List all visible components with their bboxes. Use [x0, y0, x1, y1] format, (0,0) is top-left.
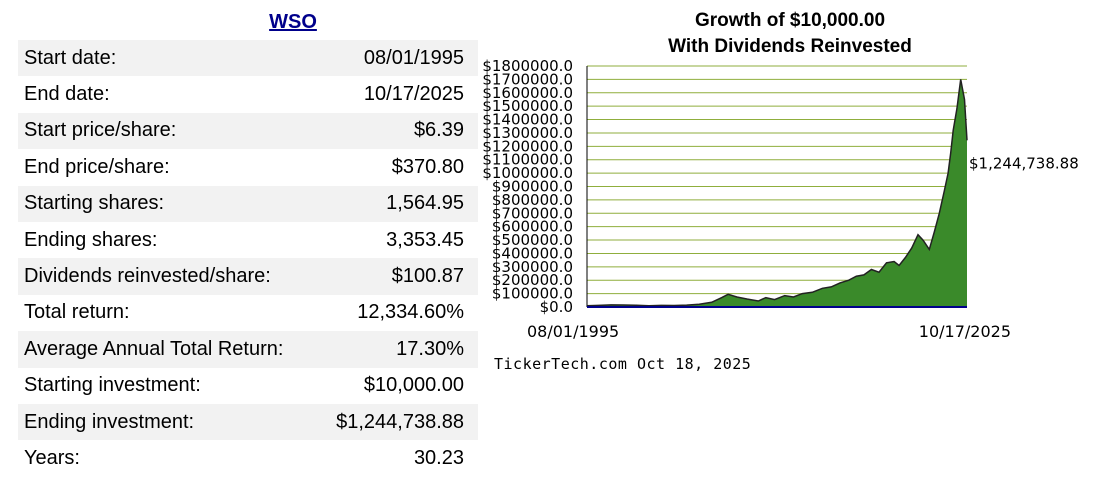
growth-chart: $0.0$100000.0$200000.0$300000.0$400000.0…	[482, 57, 1079, 341]
chart-title-line2: With Dividends Reinvested	[668, 36, 912, 57]
stat-value: 30.23	[413, 446, 464, 469]
y-tick-label: $1700000.0	[482, 70, 573, 88]
stats-row: End price/share: $370.80	[18, 149, 478, 185]
area-fill	[587, 79, 967, 308]
stat-label: End price/share:	[24, 155, 170, 178]
stat-label: Starting investment:	[24, 374, 201, 397]
y-tick-label: $300000.0	[492, 258, 573, 276]
stat-label: Starting shares:	[24, 192, 165, 215]
stat-value: $10,000.00	[363, 374, 464, 397]
stat-label: Years:	[24, 446, 80, 469]
stat-value: 1,564.95	[386, 192, 464, 215]
stats-row: Average Annual Total Return: 17.30%	[18, 331, 478, 368]
stats-row: Starting shares: 1,564.95	[18, 185, 478, 222]
y-tick-label: $0.0	[540, 298, 573, 316]
stat-value: $370.80	[391, 155, 464, 178]
stat-label: Total return:	[24, 301, 130, 324]
stat-label: Start date:	[24, 46, 117, 69]
y-tick-label: $500000.0	[492, 231, 573, 249]
y-tick-label: $600000.0	[492, 218, 573, 236]
stats-row: Start date: 08/01/1995	[18, 40, 478, 77]
stat-value: 17.30%	[396, 337, 464, 360]
stat-value: 10/17/2025	[363, 83, 464, 106]
y-tick-label: $800000.0	[492, 191, 573, 209]
y-tick-label: $1100000.0	[482, 151, 573, 169]
series-line	[586, 79, 968, 307]
y-tick-label: $400000.0	[492, 244, 573, 262]
x-start-label: 08/01/1995	[527, 322, 619, 341]
stats-row: Ending investment: $1,244,738.88	[18, 403, 478, 441]
stats-panel: WSO Start date: 08/01/1995 End date: 10/17/…	[18, 6, 478, 477]
chart-title-line1: Growth of $10,000.00	[694, 10, 886, 31]
stat-label: Start price/share:	[24, 119, 177, 142]
stat-label: Ending investment:	[24, 410, 195, 433]
y-tick-label: $700000.0	[492, 204, 573, 222]
stats-table: Start date: 08/01/1995 End date: 10/17/2025…	[18, 40, 478, 477]
stat-value: $6.39	[413, 119, 464, 142]
stat-value: 3,353.45	[386, 228, 464, 251]
stats-row: Dividends reinvested/share: $100.87	[18, 258, 478, 295]
stats-row: Years: 30.23	[18, 440, 478, 476]
credit-text: TickerTech.com Oct 18, 2025	[494, 355, 752, 373]
stat-label: Ending shares:	[24, 228, 158, 251]
y-tick-label: $200000.0	[492, 271, 573, 289]
stats-row: Start price/share: $6.39	[18, 112, 478, 150]
stat-label: Dividends reinvested/share:	[24, 265, 271, 288]
chart-title: Growth of $10,000.00 With Dividends Rein…	[600, 8, 980, 60]
stat-value: 08/01/1995	[363, 46, 464, 69]
stats-row: Ending shares: 3,353.45	[18, 222, 478, 258]
ticker-link[interactable]: WSO	[269, 11, 317, 33]
y-tick-label: $1500000.0	[482, 97, 573, 115]
y-tick-label: $1300000.0	[482, 124, 573, 142]
y-tick-label: $1400000.0	[482, 111, 573, 129]
stat-value: $100.87	[391, 265, 464, 288]
stats-row: Total return: 12,334.60%	[18, 295, 478, 331]
end-value-label: $1,244,738.88	[969, 154, 1079, 172]
stats-row: End date: 10/17/2025	[18, 76, 478, 112]
stat-value: 12,334.60%	[357, 301, 464, 324]
y-tick-label: $1200000.0	[482, 137, 573, 155]
stat-value: $1,244,738.88	[336, 410, 464, 433]
y-tick-label: $900000.0	[492, 178, 573, 196]
x-end-label: 10/17/2025	[919, 322, 1011, 341]
stat-label: Average Annual Total Return:	[24, 337, 284, 360]
y-tick-label: $1800000.0	[482, 57, 573, 75]
stat-label: End date:	[24, 83, 110, 106]
y-tick-label: $100000.0	[492, 285, 573, 303]
stats-row: Starting investment: $10,000.00	[18, 368, 478, 404]
y-tick-label: $1600000.0	[482, 84, 573, 102]
y-tick-label: $1000000.0	[482, 164, 573, 182]
